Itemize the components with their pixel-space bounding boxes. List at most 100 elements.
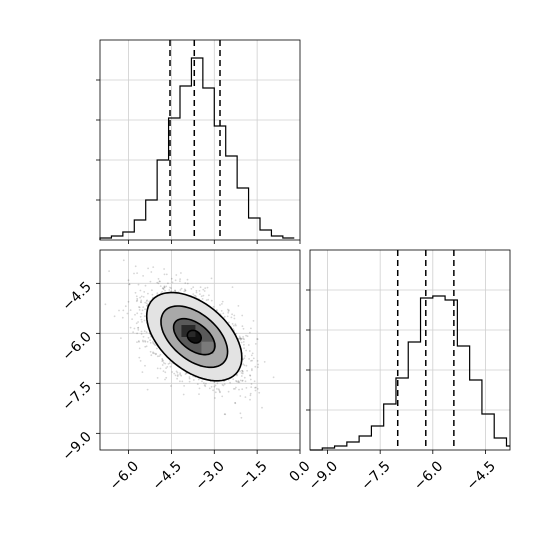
scatter-point bbox=[192, 286, 195, 289]
scatter-point bbox=[141, 321, 143, 323]
scatter-point bbox=[179, 289, 182, 291]
scatter-point bbox=[165, 376, 168, 379]
scatter-point bbox=[157, 278, 160, 280]
scatter-point bbox=[174, 279, 177, 282]
scatter-point bbox=[196, 383, 199, 385]
scatter-point bbox=[205, 299, 208, 301]
x-tick-label: −3.0 bbox=[193, 458, 228, 493]
scatter-point bbox=[199, 293, 201, 295]
scatter-point bbox=[127, 279, 130, 282]
scatter-point bbox=[243, 347, 246, 350]
scatter-point bbox=[255, 386, 257, 389]
scatter-point bbox=[183, 290, 186, 293]
scatter-point bbox=[231, 286, 234, 288]
scatter-point bbox=[242, 337, 245, 340]
scatter-point bbox=[131, 318, 134, 320]
scatter-point bbox=[234, 388, 236, 390]
scatter-point bbox=[164, 371, 167, 374]
scatter-point bbox=[241, 388, 244, 391]
scatter-point bbox=[161, 290, 164, 293]
axes-frame bbox=[309, 249, 511, 451]
scatter-point bbox=[220, 310, 223, 312]
scatter-point bbox=[204, 287, 207, 289]
scatter-point bbox=[251, 352, 254, 355]
scatter-point bbox=[171, 371, 174, 373]
scatter-point bbox=[245, 364, 248, 367]
scatter-point bbox=[180, 272, 182, 274]
scatter-point bbox=[224, 413, 227, 416]
scatter-point bbox=[219, 304, 221, 306]
scatter-point bbox=[223, 413, 226, 416]
scatter-point bbox=[237, 305, 240, 307]
scatter-point bbox=[201, 380, 203, 383]
scatter-point bbox=[241, 369, 244, 372]
scatter-point bbox=[136, 341, 138, 343]
scatter-point bbox=[198, 290, 201, 292]
scatter-point bbox=[197, 378, 200, 381]
scatter-point bbox=[239, 337, 242, 339]
scatter-point bbox=[164, 289, 166, 292]
scatter-point bbox=[202, 288, 205, 291]
scatter-point bbox=[140, 301, 143, 304]
contour-line bbox=[186, 329, 202, 344]
scatter-point bbox=[127, 300, 130, 303]
scatter-point bbox=[235, 380, 238, 383]
scatter-point bbox=[214, 384, 217, 387]
scatter-point bbox=[176, 371, 179, 374]
scatter-point bbox=[162, 287, 165, 290]
scatter-point bbox=[238, 335, 241, 338]
scatter-point bbox=[212, 389, 215, 392]
histogram-panel-x bbox=[96, 39, 301, 244]
scatter-point bbox=[240, 375, 243, 377]
scatter-point bbox=[200, 295, 203, 298]
scatter-point bbox=[203, 290, 206, 292]
scatter-point bbox=[221, 383, 224, 386]
scatter-point bbox=[146, 388, 149, 391]
scatter-point bbox=[144, 301, 147, 304]
scatter-point bbox=[192, 379, 195, 381]
scatter-point bbox=[223, 383, 226, 385]
scatter-point bbox=[244, 396, 247, 398]
scatter-point bbox=[247, 344, 250, 346]
scatter-point bbox=[184, 373, 187, 375]
scatter-point bbox=[184, 289, 187, 292]
scatter-point bbox=[186, 282, 189, 285]
scatter-point bbox=[158, 280, 161, 283]
scatter-point bbox=[245, 334, 248, 337]
scatter-point bbox=[249, 394, 252, 397]
scatter-point bbox=[156, 281, 159, 284]
scatter-point bbox=[121, 316, 124, 319]
scatter-point bbox=[145, 345, 148, 348]
scatter-point bbox=[229, 381, 232, 384]
scatter-point bbox=[206, 286, 209, 289]
scatter-point bbox=[231, 323, 234, 325]
scatter-point bbox=[153, 352, 156, 355]
scatter-point bbox=[133, 246, 135, 248]
scatter-point bbox=[199, 286, 202, 289]
scatter-point bbox=[180, 287, 183, 290]
x-tick-label: −6.0 bbox=[411, 458, 446, 493]
scatter-point bbox=[140, 312, 143, 315]
scatter-point bbox=[227, 390, 230, 393]
scatter-point bbox=[241, 379, 244, 382]
scatter-point bbox=[244, 380, 247, 383]
scatter-point bbox=[254, 389, 257, 392]
x-tick-label: −4.5 bbox=[464, 458, 499, 493]
scatter-point bbox=[161, 287, 164, 290]
scatter-point bbox=[151, 289, 153, 292]
scatter-point bbox=[169, 286, 171, 289]
scatter-point bbox=[257, 363, 260, 366]
scatter-point bbox=[162, 370, 165, 372]
scatter-point bbox=[217, 388, 220, 391]
scatter-point bbox=[263, 361, 266, 363]
scatter-point bbox=[226, 315, 229, 318]
scatter-point bbox=[176, 377, 179, 380]
scatter-point bbox=[239, 379, 242, 382]
scatter-point bbox=[238, 337, 241, 339]
scatter-point bbox=[233, 314, 236, 317]
scatter-point bbox=[218, 390, 221, 393]
scatter-point bbox=[173, 372, 176, 375]
scatter-point bbox=[213, 381, 216, 384]
scatter-point bbox=[242, 336, 245, 338]
scatter-point bbox=[250, 327, 252, 330]
